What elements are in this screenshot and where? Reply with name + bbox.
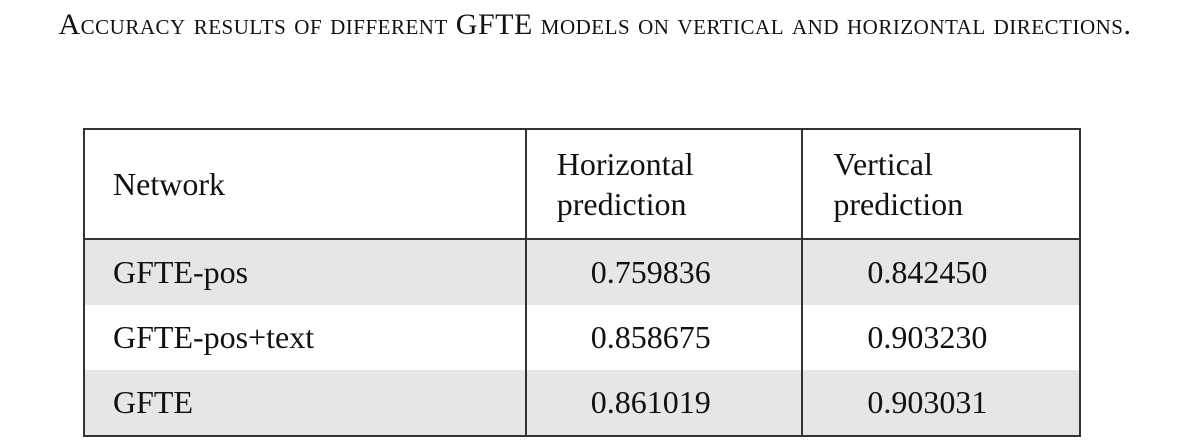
header-cell: Horizontal prediction xyxy=(524,129,804,240)
header-row: Network Horizontal prediction Vertical p… xyxy=(83,129,1081,240)
table-row: GFTE 0.861019 0.903031 xyxy=(83,370,1081,436)
results-table: Network Horizontal prediction Vertical p… xyxy=(83,128,1081,437)
network-cell: GFTE-pos xyxy=(83,239,527,305)
accuracy-cell: 0.842450 xyxy=(801,239,1081,305)
table-row: GFTE-pos+text 0.858675 0.903230 xyxy=(83,305,1081,370)
header-cell: Vertical prediction xyxy=(801,129,1081,240)
accuracy-cell: 0.861019 xyxy=(524,370,804,436)
network-cell: GFTE xyxy=(83,370,527,436)
table-header: Network Horizontal prediction Vertical p… xyxy=(83,129,1081,240)
accuracy-cell: 0.759836 xyxy=(524,239,804,305)
table-caption: Accuracy results of different GFTE model… xyxy=(58,8,1132,41)
network-cell: GFTE-pos+text xyxy=(83,305,527,370)
table-row: GFTE-pos 0.759836 0.842450 xyxy=(83,239,1081,305)
table-body: GFTE-pos 0.759836 0.842450 GFTE-pos+text 0.8… xyxy=(83,239,1081,436)
accuracy-cell: 0.903031 xyxy=(801,370,1081,436)
accuracy-cell: 0.858675 xyxy=(524,305,804,370)
header-cell: Network xyxy=(83,129,527,240)
accuracy-cell: 0.903230 xyxy=(801,305,1081,370)
